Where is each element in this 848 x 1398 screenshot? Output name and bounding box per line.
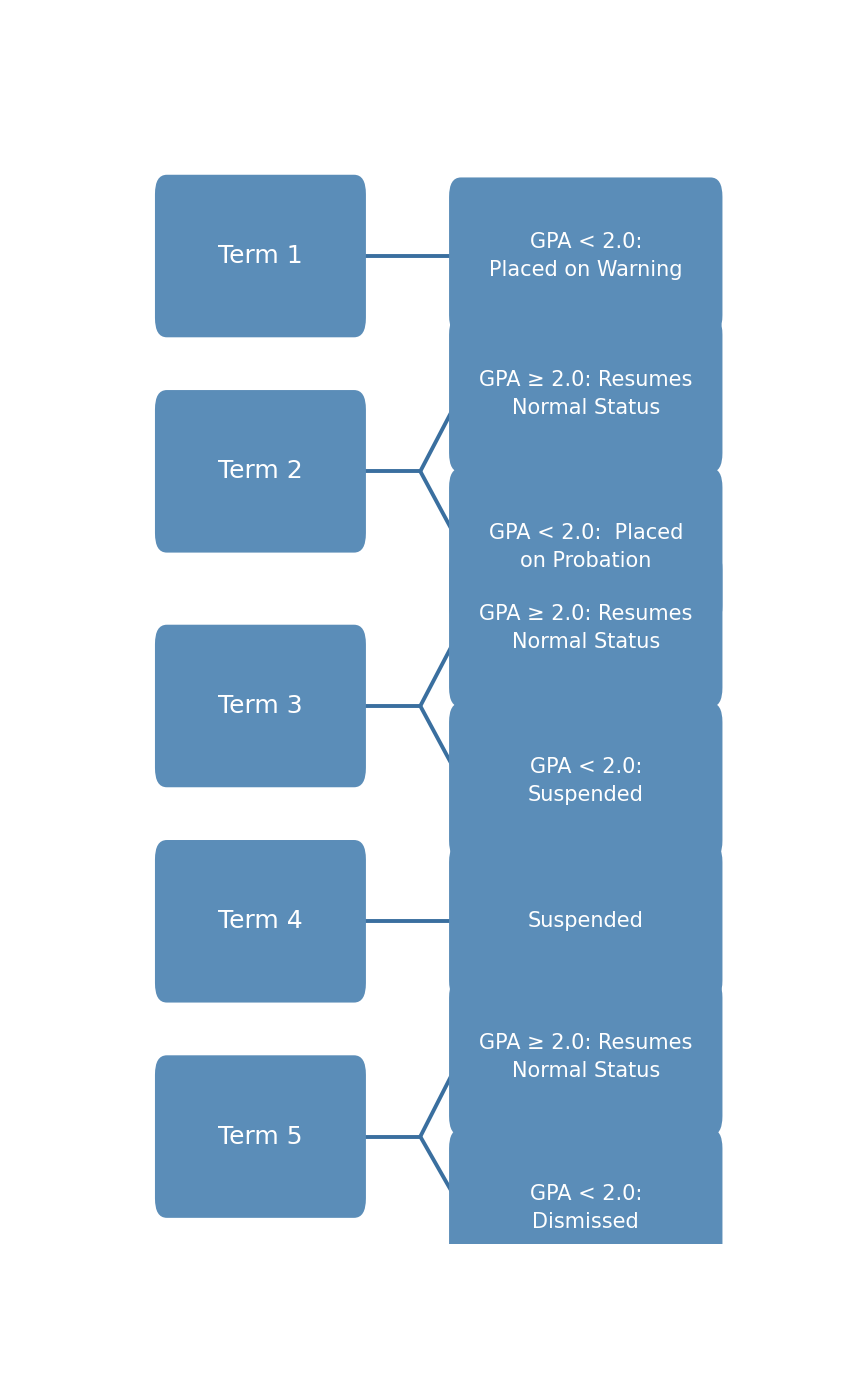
FancyBboxPatch shape [449,1130,722,1286]
Text: Term 5: Term 5 [218,1124,303,1149]
FancyBboxPatch shape [449,549,722,707]
Text: GPA ≥ 2.0: Resumes
Normal Status: GPA ≥ 2.0: Resumes Normal Status [479,604,693,653]
FancyBboxPatch shape [449,178,722,334]
FancyBboxPatch shape [155,175,366,337]
Text: GPA ≥ 2.0: Resumes
Normal Status: GPA ≥ 2.0: Resumes Normal Status [479,370,693,418]
Text: Term 1: Term 1 [218,245,303,268]
FancyBboxPatch shape [449,703,722,860]
FancyBboxPatch shape [155,390,366,552]
FancyBboxPatch shape [155,625,366,787]
FancyBboxPatch shape [449,468,722,625]
Text: GPA < 2.0:
Suspended: GPA < 2.0: Suspended [527,758,644,805]
FancyBboxPatch shape [449,843,722,1000]
FancyBboxPatch shape [155,840,366,1002]
Text: Term 4: Term 4 [218,909,303,934]
FancyBboxPatch shape [449,979,722,1135]
Text: Term 3: Term 3 [218,693,303,719]
FancyBboxPatch shape [155,1055,366,1218]
Text: Suspended: Suspended [527,911,644,931]
Text: GPA < 2.0:
Dismissed: GPA < 2.0: Dismissed [529,1184,642,1232]
Text: GPA ≥ 2.0: Resumes
Normal Status: GPA ≥ 2.0: Resumes Normal Status [479,1033,693,1081]
FancyBboxPatch shape [449,315,722,473]
Text: GPA < 2.0:  Placed
on Probation: GPA < 2.0: Placed on Probation [488,523,683,570]
Text: Term 2: Term 2 [218,460,303,484]
Text: GPA < 2.0:
Placed on Warning: GPA < 2.0: Placed on Warning [489,232,683,280]
